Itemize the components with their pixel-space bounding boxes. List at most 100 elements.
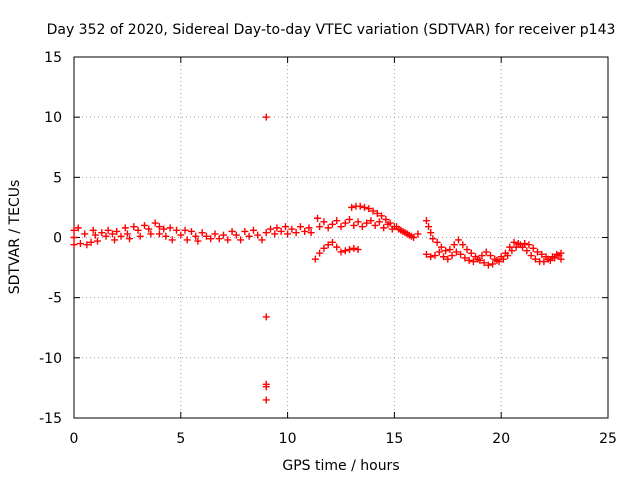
data-point xyxy=(482,248,490,256)
data-point xyxy=(333,243,341,251)
y-tick-label: 5 xyxy=(53,170,62,186)
data-point xyxy=(262,313,270,321)
data-point xyxy=(457,250,465,258)
data-point xyxy=(87,238,95,246)
data-point xyxy=(380,224,388,232)
data-point xyxy=(160,225,168,233)
data-point xyxy=(267,225,275,233)
data-point xyxy=(350,221,358,229)
data-point xyxy=(474,255,482,263)
data-point xyxy=(450,241,458,249)
data-point xyxy=(538,250,546,258)
data-point xyxy=(262,396,270,404)
data-point xyxy=(360,203,368,211)
data-point xyxy=(354,218,362,226)
data-point xyxy=(461,254,469,262)
data-point xyxy=(207,235,215,243)
data-point xyxy=(126,235,134,243)
data-point xyxy=(429,235,437,243)
data-points xyxy=(70,113,565,404)
data-point xyxy=(140,221,148,229)
data-point xyxy=(155,223,163,231)
data-point xyxy=(258,236,266,244)
x-tick-label: 20 xyxy=(492,431,510,447)
data-point xyxy=(187,227,195,235)
data-point xyxy=(194,237,202,245)
x-axis-label: GPS time / hours xyxy=(282,458,399,474)
data-point xyxy=(249,226,257,234)
data-point xyxy=(510,238,518,246)
data-point xyxy=(508,247,516,255)
data-point xyxy=(232,231,240,239)
data-point xyxy=(525,241,533,249)
data-point xyxy=(435,248,443,256)
data-point xyxy=(521,240,529,248)
data-point xyxy=(324,241,332,249)
x-tick-label: 25 xyxy=(599,431,617,447)
data-point xyxy=(551,254,559,262)
series-lower-arc xyxy=(311,238,362,263)
x-tick-label: 5 xyxy=(176,431,185,447)
data-point xyxy=(177,231,185,239)
data-point xyxy=(262,229,270,237)
data-point xyxy=(316,223,324,231)
data-point xyxy=(241,227,249,235)
data-point xyxy=(91,231,99,239)
data-point xyxy=(469,258,477,266)
data-point xyxy=(442,247,450,255)
data-point xyxy=(198,229,206,237)
data-point xyxy=(284,230,292,238)
series-main-trace xyxy=(70,219,315,249)
data-point xyxy=(102,232,110,240)
y-tick-label: 0 xyxy=(53,231,62,247)
data-point xyxy=(123,230,131,238)
data-point xyxy=(202,232,210,240)
data-point xyxy=(467,249,475,257)
data-point xyxy=(375,218,383,226)
data-point xyxy=(220,231,228,239)
data-point xyxy=(422,250,430,258)
data-point xyxy=(499,255,507,263)
data-point xyxy=(162,232,170,240)
data-point xyxy=(414,230,422,238)
data-point xyxy=(121,224,129,232)
data-point xyxy=(211,230,219,238)
data-point xyxy=(516,241,524,249)
data-point xyxy=(540,258,548,266)
data-point xyxy=(386,219,394,227)
data-point xyxy=(324,224,332,232)
data-point xyxy=(262,383,270,391)
data-point xyxy=(98,229,106,237)
x-tick-label: 0 xyxy=(70,431,79,447)
data-point xyxy=(369,207,377,215)
data-point xyxy=(440,253,448,261)
y-tick-label: -5 xyxy=(48,291,62,307)
data-point xyxy=(288,225,296,233)
data-point xyxy=(487,252,495,260)
data-point xyxy=(557,255,565,263)
data-point xyxy=(354,246,362,254)
data-point xyxy=(337,223,345,231)
data-point xyxy=(328,220,336,228)
data-point xyxy=(341,247,349,255)
data-point xyxy=(117,232,125,240)
data-point xyxy=(74,224,82,232)
data-point xyxy=(350,244,358,252)
data-point xyxy=(454,236,462,244)
data-point xyxy=(147,230,155,238)
data-point xyxy=(529,244,537,252)
data-point xyxy=(459,241,467,249)
data-point xyxy=(395,225,403,233)
data-point xyxy=(254,231,262,239)
data-point xyxy=(427,229,435,237)
data-point xyxy=(192,232,200,240)
data-point xyxy=(480,259,488,267)
data-point xyxy=(531,255,539,263)
data-point xyxy=(136,232,144,240)
data-point xyxy=(328,238,336,246)
data-point xyxy=(104,226,112,234)
data-point xyxy=(111,236,119,244)
data-point xyxy=(437,243,445,251)
data-point xyxy=(108,230,116,238)
data-point xyxy=(512,243,520,251)
